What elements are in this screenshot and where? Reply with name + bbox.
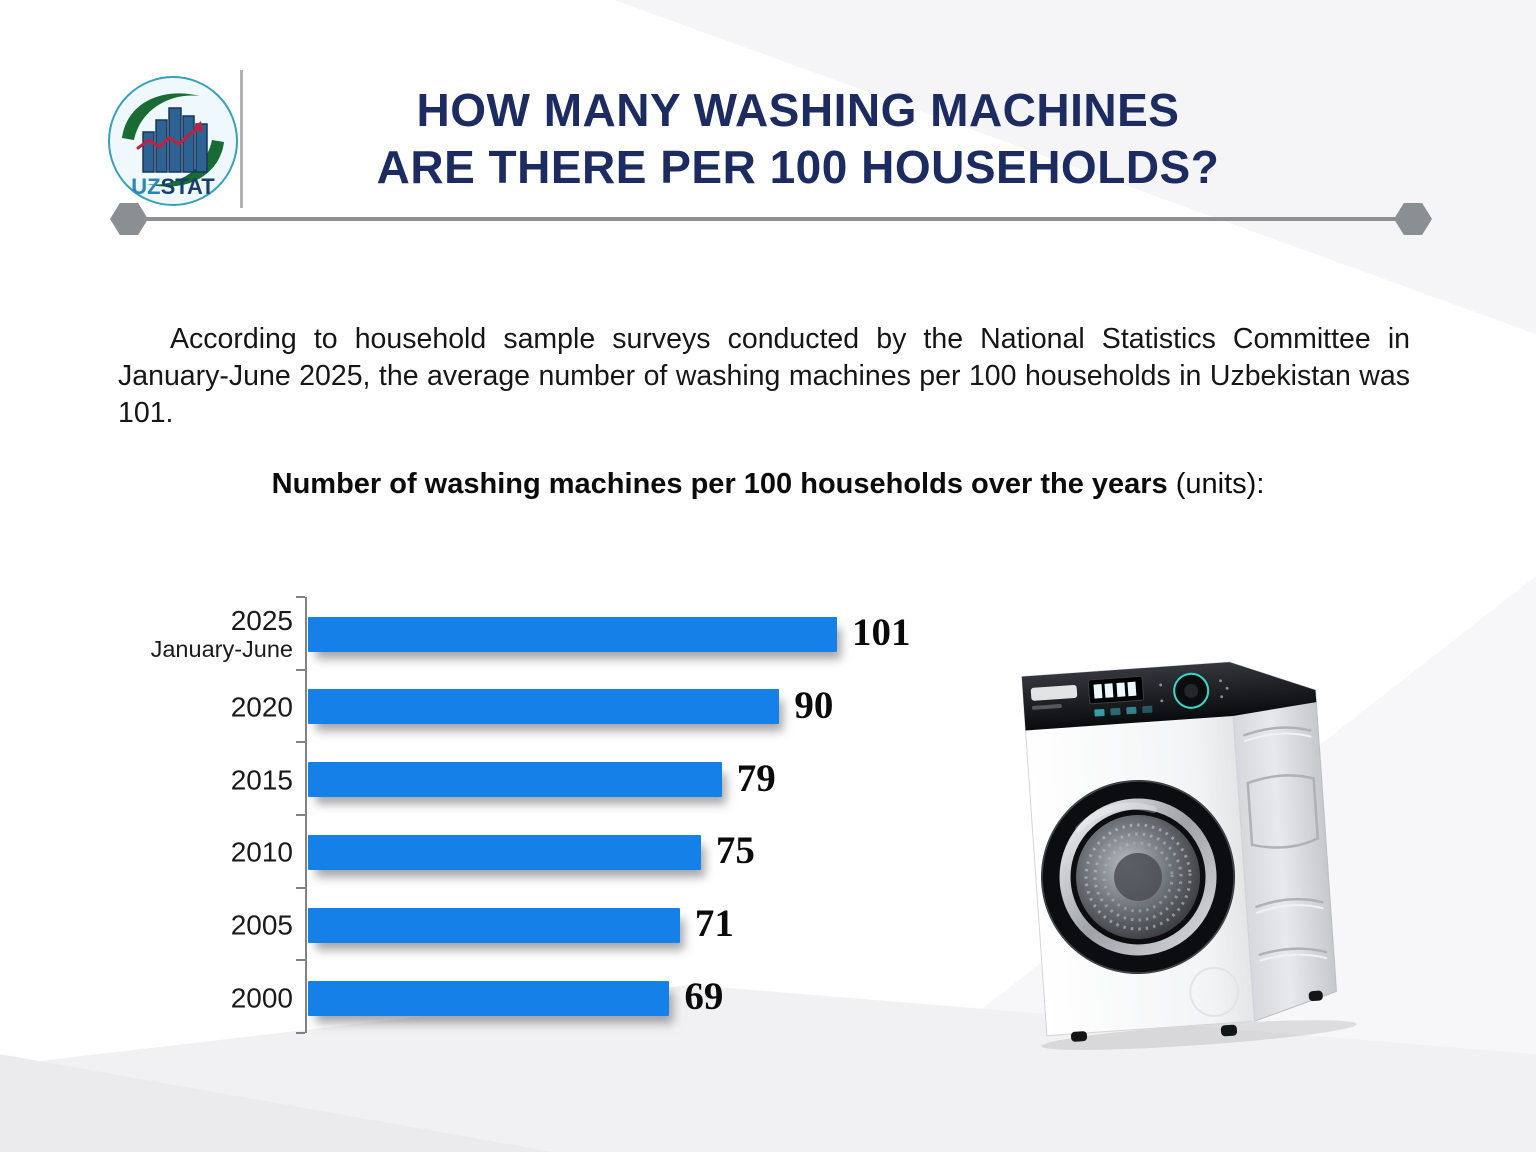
washer-buttons: [1094, 705, 1153, 717]
bar-value-label: 71: [694, 902, 734, 946]
bar-value-label: 75: [715, 829, 755, 873]
axis-tick: [296, 959, 305, 962]
washer-display-digits: [1093, 681, 1137, 699]
bar-value-label: 69: [684, 975, 724, 1019]
axis-tick: [296, 596, 305, 598]
bar-value-label: 101: [852, 611, 911, 655]
category-label: 2000: [230, 982, 293, 1014]
category-label: 2005: [230, 909, 293, 941]
category-label: 2010: [230, 836, 293, 868]
bar: [308, 616, 837, 652]
uzstat-logo-icon: UZSTAT: [108, 76, 238, 206]
washing-machine-image: [1021, 661, 1357, 1050]
axis-tick: [296, 668, 305, 671]
page-title: HOW MANY WASHING MACHINES ARE THERE PER …: [268, 82, 1328, 196]
logo-text-uz: UZ: [131, 174, 160, 199]
chart-heading-bold: Number of washing machines per 100 house…: [271, 468, 1168, 500]
bar-chart: 101 90 79 75 71 69: [296, 596, 1005, 1034]
logo-separator: [240, 70, 243, 208]
divider-hexagon-right: [1394, 203, 1432, 235]
washer-feet: [1070, 990, 1323, 1042]
bar: [308, 907, 680, 943]
washer-drum-texture: [1084, 823, 1192, 931]
category-label: 2020: [230, 691, 293, 723]
bar: [308, 834, 701, 870]
axis-tick: [296, 814, 305, 816]
chart-heading-units: (units):: [1167, 468, 1265, 500]
logo-trend-line: [136, 126, 201, 150]
washer-side-ridges: [1243, 726, 1328, 962]
title-line-1: HOW MANY WASHING MACHINES: [416, 84, 1180, 136]
intro-paragraph: According to household sample surveys co…: [118, 322, 1410, 429]
axis-tick: [296, 1032, 305, 1034]
axis-tick: [296, 886, 305, 889]
logo-text-stat: STAT: [161, 174, 216, 199]
washer-detergent-drawer: [1030, 684, 1078, 701]
bar: [308, 689, 780, 725]
chart-axis-line: [305, 597, 307, 1033]
washer-pump-cover: [1189, 966, 1240, 1017]
title-line-2: ARE THERE PER 100 HOUSEHOLDS?: [376, 141, 1220, 193]
axis-tick: [296, 741, 305, 744]
category-label: 2015: [230, 764, 293, 796]
washer-shadow: [1041, 1020, 1357, 1050]
bar: [308, 762, 722, 798]
svg-text:UZSTAT: UZSTAT: [131, 174, 215, 199]
chart-category-labels: 2025 January-June 2020 2015 2010 2005 2000: [110, 597, 293, 1033]
bar-value-label: 79: [736, 756, 776, 800]
divider-line: [126, 217, 1414, 221]
washer-door-chrome: [1059, 798, 1217, 956]
chart-heading: Number of washing machines per 100 house…: [0, 468, 1536, 501]
category-label: 2025 January-June: [150, 605, 293, 662]
washer-panel-marks: [1159, 679, 1229, 703]
bar-value-label: 90: [794, 683, 834, 727]
bar: [308, 980, 670, 1016]
